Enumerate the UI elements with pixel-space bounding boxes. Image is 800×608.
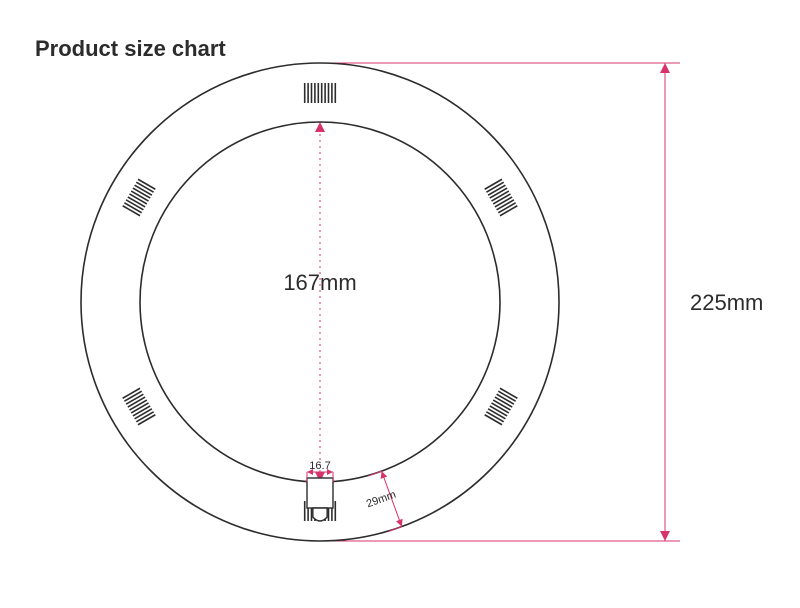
inner-diameter-label: 167mm: [283, 270, 356, 295]
diagram-svg: 225mm 167mm 16.7 29mm: [0, 0, 800, 608]
connector-body: [307, 478, 333, 508]
outer-diameter-label: 225mm: [690, 290, 763, 315]
connector-width-label: 16.7: [309, 460, 330, 472]
vent-group: [485, 179, 518, 216]
connector-tip: [313, 508, 327, 521]
page-title: Product size chart: [35, 36, 226, 62]
vent-group: [305, 83, 336, 103]
vent-group: [485, 388, 518, 425]
vent-group: [123, 179, 156, 216]
vent-group: [123, 388, 156, 425]
ring-thickness-label: 29mm: [365, 489, 398, 511]
